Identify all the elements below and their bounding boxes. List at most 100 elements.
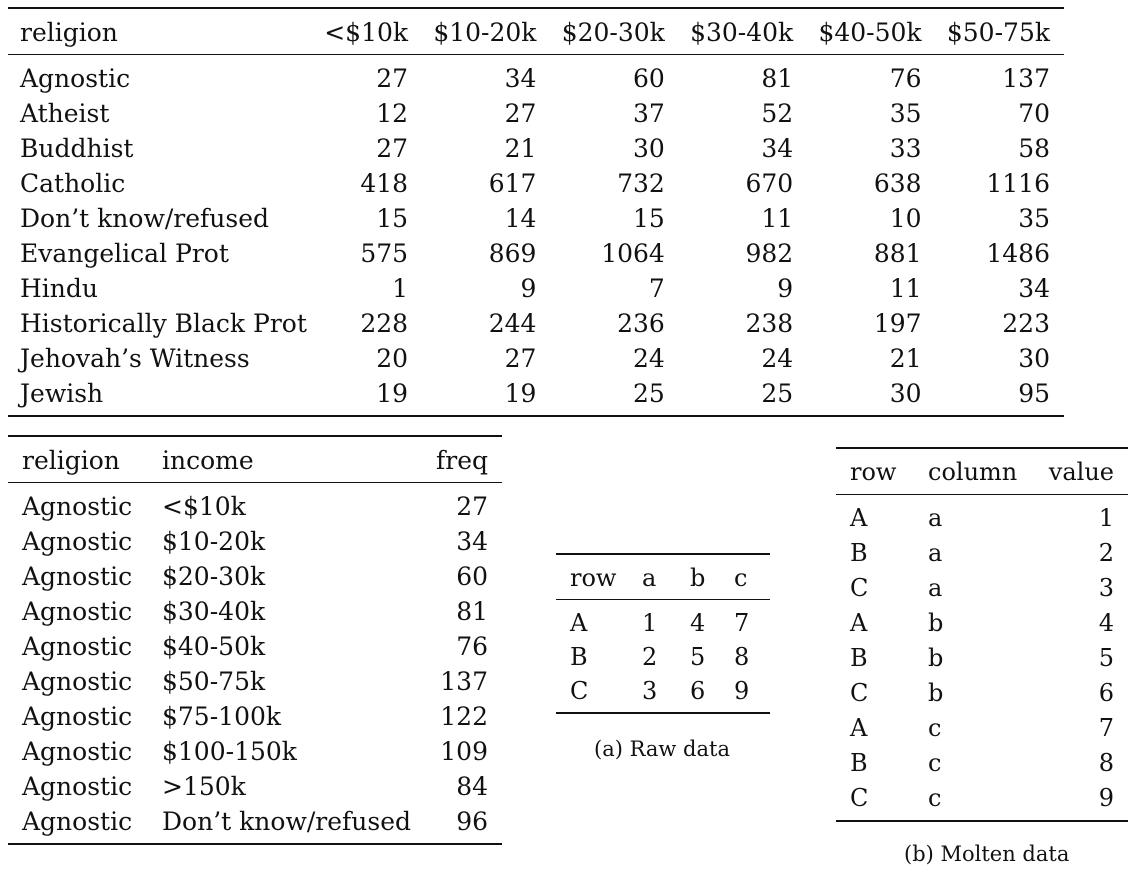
table-cell: 34 <box>504 64 537 93</box>
table-cell: A <box>850 504 868 532</box>
table-cell: b <box>928 679 944 707</box>
column-header: freq <box>422 436 502 483</box>
table-cell: $50-75k <box>162 667 266 696</box>
table-cell: 7 <box>648 274 665 303</box>
table-cell: 9 <box>777 274 794 303</box>
table-cell: Agnostic <box>22 667 133 696</box>
table-cell: b <box>928 609 944 637</box>
table-cell: C <box>850 574 869 602</box>
table-cell: B <box>850 644 868 672</box>
table-cell: 27 <box>376 134 409 163</box>
table-row: Agnostic $75-100k 122 <box>8 699 502 734</box>
table-cell: Agnostic <box>22 702 133 731</box>
table-cell: 1 <box>642 609 658 637</box>
table-cell: Agnostic <box>22 562 133 591</box>
table-cell: C <box>850 679 869 707</box>
table-cell: a <box>928 539 943 567</box>
table-cell: 35 <box>1018 204 1050 233</box>
table-row: Agnostic $40-50k 76 <box>8 629 502 664</box>
molten-data-caption: (b) Molten data <box>904 842 1070 866</box>
table-cell: C <box>570 677 589 705</box>
table-cell: C <box>850 784 869 812</box>
table-cell: 27 <box>504 99 537 128</box>
table-row: Agnostic $30-40k 81 <box>8 594 502 629</box>
table-cell: 6 <box>1098 679 1114 707</box>
table-cell: $20-30k <box>162 562 266 591</box>
table-cell: 1 <box>1098 504 1114 532</box>
table-cell: Buddhist <box>20 134 134 163</box>
table-row: Agnostic $10-20k 34 <box>8 524 502 559</box>
table-cell: c <box>928 714 942 742</box>
table-row: Catholic 418 617 732 670 638 1116 <box>8 166 1064 201</box>
table-row: A b 4 <box>836 606 1128 641</box>
table-cell: 7 <box>1098 714 1114 742</box>
table-cell: Don’t know/refused <box>162 807 411 836</box>
table-row: Agnostic >150k 84 <box>8 769 502 804</box>
table-cell: B <box>850 539 868 567</box>
column-header: column <box>928 448 1048 495</box>
table-row: Don’t know/refused 15 14 15 11 10 35 <box>8 201 1064 236</box>
table-cell: A <box>850 609 868 637</box>
table-cell: $75-100k <box>162 702 282 731</box>
table-cell: 982 <box>745 239 794 268</box>
table-row: Hindu 1 9 7 9 11 34 <box>8 271 1064 306</box>
molten-data-table: row column value A a 1 B a 2 C a 3 A b 4… <box>836 447 1128 822</box>
table-cell: Catholic <box>20 169 126 198</box>
table-row: Atheist 12 27 37 52 35 70 <box>8 96 1064 131</box>
table-cell: 732 <box>617 169 665 198</box>
table-row: Evangelical Prot 575 869 1064 982 881 14… <box>8 236 1064 271</box>
table-cell: 2 <box>1098 539 1114 567</box>
table-cell: a <box>928 574 943 602</box>
table-row: C c 9 <box>836 781 1128 821</box>
table-cell: 27 <box>456 492 488 521</box>
table-cell: 12 <box>376 99 409 128</box>
table-cell: 2 <box>642 643 658 671</box>
table-cell: 37 <box>633 99 665 128</box>
table-cell: 670 <box>745 169 794 198</box>
column-header: b <box>690 554 734 600</box>
table-cell: 95 <box>1018 379 1050 408</box>
table-cell: Agnostic <box>22 772 133 801</box>
table-cell: 8 <box>1098 749 1114 777</box>
table-cell: 34 <box>761 134 794 163</box>
table-cell: 869 <box>488 239 537 268</box>
table-row: B 2 5 8 <box>556 640 770 674</box>
table-cell: 15 <box>633 204 665 233</box>
table-cell: Agnostic <box>22 527 133 556</box>
table-cell: 33 <box>889 134 922 163</box>
table-cell: 11 <box>761 204 794 233</box>
table-cell: 30 <box>1018 344 1050 373</box>
table-cell: Historically Black Prot <box>20 309 307 338</box>
table-cell: 197 <box>873 309 922 338</box>
table-cell: >150k <box>162 772 246 801</box>
table-cell: 617 <box>488 169 537 198</box>
table-cell: 228 <box>360 309 409 338</box>
table-cell: 137 <box>440 667 488 696</box>
column-header: $30-40k <box>678 8 808 55</box>
table-row: Buddhist 27 21 30 34 33 58 <box>8 131 1064 166</box>
table-cell: 52 <box>761 99 794 128</box>
table-cell: B <box>850 749 868 777</box>
table-cell: Don’t know/refused <box>20 204 269 233</box>
raw-data-table: row a b c A 1 4 7 B 2 5 8 C 3 6 9 <box>556 553 770 714</box>
table-row: C 3 6 9 <box>556 674 770 713</box>
table-row: A 1 4 7 <box>556 600 770 641</box>
table-cell: 76 <box>889 64 922 93</box>
table-cell: 19 <box>504 379 537 408</box>
table-row: Agnostic Don’t know/refused 96 <box>8 804 502 844</box>
table-cell: 418 <box>360 169 409 198</box>
table-cell: 11 <box>889 274 922 303</box>
table-cell: $40-50k <box>162 632 266 661</box>
melted-table: religion income freq Agnostic <$10k 27 A… <box>8 435 502 845</box>
table-cell: 7 <box>734 609 750 637</box>
table-cell: 35 <box>889 99 922 128</box>
table-cell: Agnostic <box>22 737 133 766</box>
table-cell: Evangelical Prot <box>20 239 229 268</box>
table-cell: 1486 <box>986 239 1050 268</box>
table-cell: 24 <box>761 344 794 373</box>
table-cell: 34 <box>1018 274 1050 303</box>
table-cell: A <box>850 714 868 742</box>
income-table: religion <$10k $10-20k $20-30k $30-40k $… <box>8 7 1064 417</box>
column-header: a <box>642 554 690 600</box>
column-header: $50-75k <box>935 8 1064 55</box>
